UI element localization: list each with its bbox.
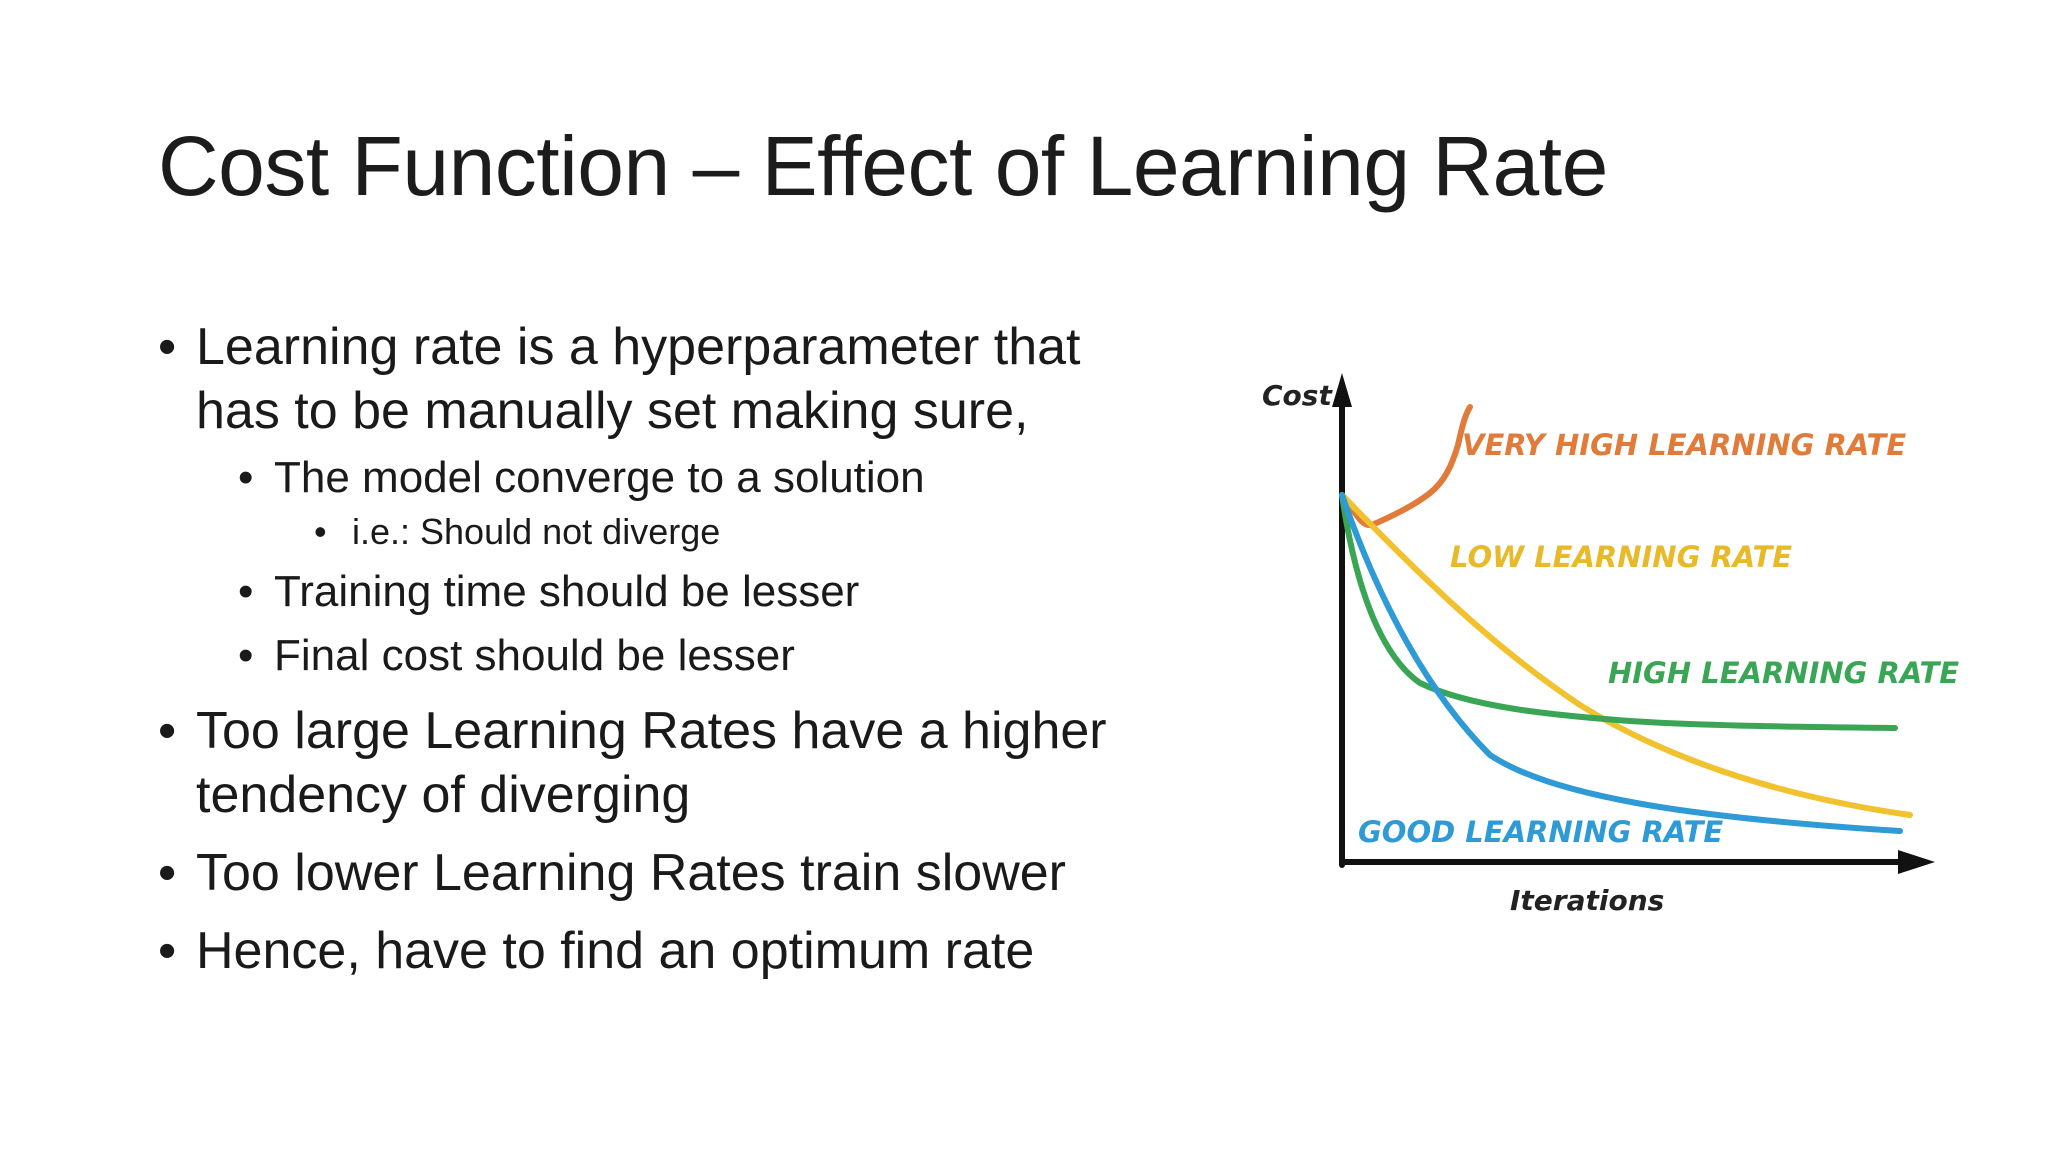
bullet-item: • Hence, have to find an optimum rate — [158, 919, 1178, 983]
bullet-text: Too lower Learning Rates train slower — [196, 844, 1066, 902]
sub-bullet-text: The model converge to a solution — [274, 453, 925, 502]
bullet-marker: • — [314, 511, 327, 552]
sub-bullet-text: Final cost should be lesser — [274, 631, 795, 680]
sub-bullet-text: Training time should be lesser — [274, 567, 860, 616]
bullet-marker: • — [158, 702, 177, 760]
bullet-marker: • — [158, 844, 177, 902]
bullet-marker: • — [238, 567, 254, 616]
bullet-item: • Learning rate is a hyperparameter that… — [158, 315, 1178, 685]
bullet-list: • Learning rate is a hyperparameter that… — [158, 315, 1178, 997]
series-high-learning-rate-line — [1339, 492, 1898, 731]
x-axis-arrow — [1898, 850, 1935, 874]
bullet-text: Too large Learning Rates have a higher t… — [196, 702, 1107, 824]
x-axis-label: Iterations — [1510, 884, 1664, 917]
bullet-text: Hence, have to find an optimum rate — [196, 922, 1035, 980]
bullet-item: • Too lower Learning Rates train slower — [158, 841, 1178, 905]
y-axis-arrow — [1332, 373, 1352, 407]
bullet-marker: • — [158, 318, 177, 376]
bullet-marker: • — [238, 631, 254, 680]
bullet-marker: • — [238, 453, 254, 502]
series-label-very-high: VERY HIGH LEARNING RATE — [1462, 428, 1906, 462]
bullet-text: Learning rate is a hyperparameter that h… — [196, 318, 1081, 440]
sub-bullet-item: • The model converge to a solution — [158, 449, 1178, 507]
series-low-learning-rate-line — [1339, 492, 1913, 818]
bullet-item: • Too large Learning Rates have a higher… — [158, 699, 1178, 827]
series-label-low: LOW LEARNING RATE — [1450, 540, 1792, 574]
bullet-marker: • — [158, 922, 177, 980]
series-very-high-learning-rate-line — [1339, 404, 1473, 529]
series-label-high: HIGH LEARNING RATE — [1608, 656, 1959, 690]
series-good-learning-rate-line — [1339, 492, 1903, 834]
series-label-good: GOOD LEARNING RATE — [1358, 815, 1723, 849]
sub-sub-bullet-item: • i.e.: Should not diverge — [158, 507, 1178, 557]
learning-rate-chart: Cost Iterations VERY HIGH LEARNING RATE … — [1262, 373, 1959, 917]
sub-bullet-list: • The model converge to a solution • i.e… — [158, 449, 1178, 685]
sub-bullet-item: • Final cost should be lesser — [158, 627, 1178, 685]
sub-sub-bullet-text: i.e.: Should not diverge — [352, 511, 721, 552]
sub-bullet-item: • Training time should be lesser — [158, 563, 1178, 621]
y-axis-label: Cost — [1262, 379, 1333, 412]
slide-title: Cost Function – Effect of Learning Rate — [158, 119, 1608, 213]
